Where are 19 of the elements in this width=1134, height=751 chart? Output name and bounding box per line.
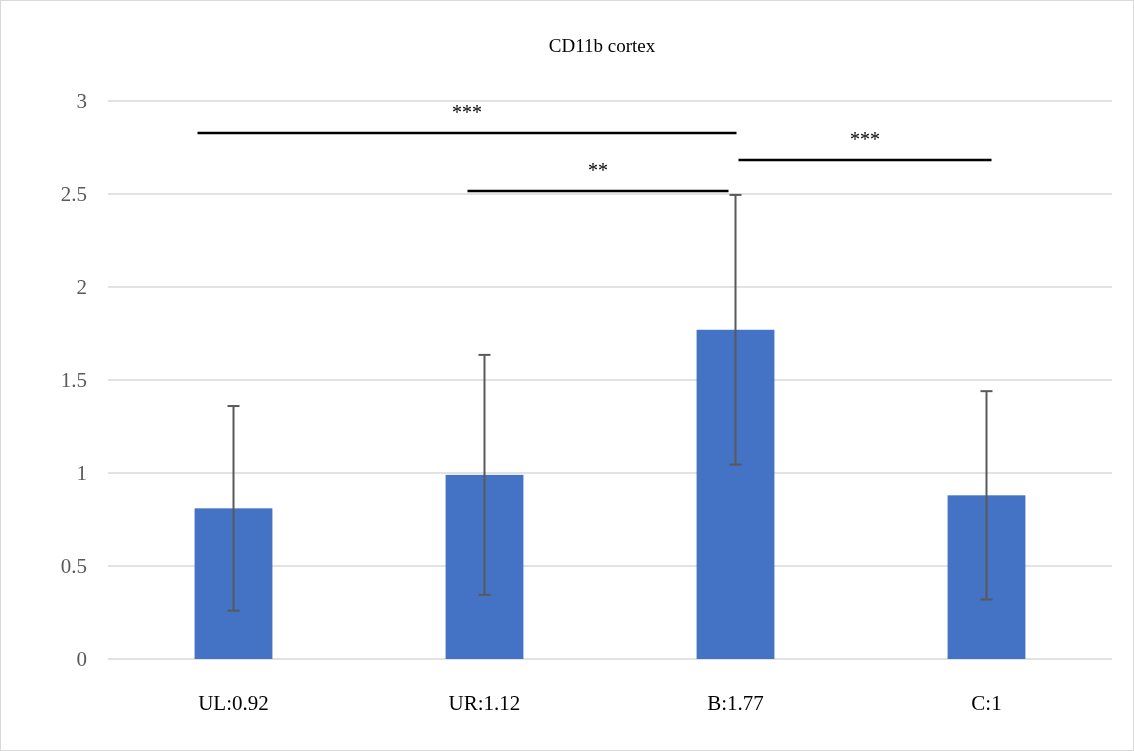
chart-title: CD11b cortex <box>548 35 656 56</box>
annotation: ** <box>588 159 608 181</box>
bar <box>947 495 1026 659</box>
y-tick-label: 0 <box>76 647 87 672</box>
bar <box>194 508 273 659</box>
bar <box>445 474 524 659</box>
y-tick-label: 2.5 <box>60 182 87 207</box>
x-tick-label: UR:1.12 <box>448 691 521 715</box>
annotation: *** <box>850 128 880 150</box>
x-tick-label: B:1.77 <box>707 691 764 715</box>
y-tick-label: 3 <box>76 89 87 114</box>
y-tick-label: 0.5 <box>60 554 87 579</box>
y-tick-label: 1.5 <box>60 368 87 393</box>
x-tick-label: C:1 <box>971 691 1002 715</box>
bar <box>696 329 775 659</box>
annotation: *** <box>452 101 482 123</box>
y-tick-label: 1 <box>76 461 87 486</box>
y-tick-label: 2 <box>76 275 87 300</box>
x-tick-label: UL:0.92 <box>198 691 269 715</box>
